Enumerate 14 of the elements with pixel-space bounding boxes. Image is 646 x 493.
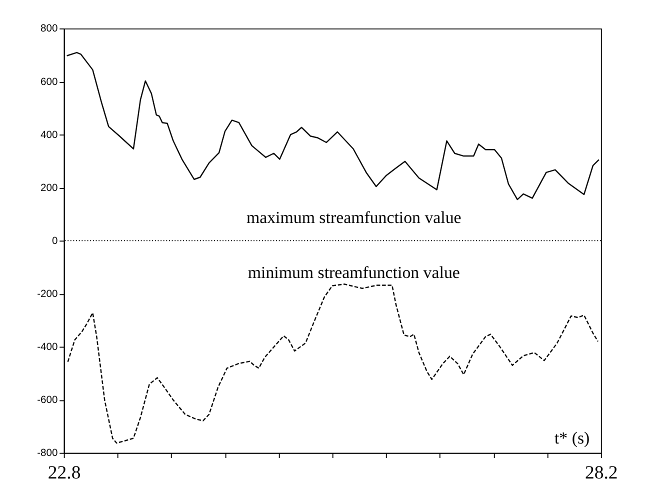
- x-tick-label: 28.2: [584, 462, 618, 484]
- y-tick-label: -800: [37, 448, 58, 460]
- x-tick-label: 22.8: [48, 462, 81, 484]
- y-tick-label: 400: [40, 130, 58, 141]
- y-tick-label: -600: [37, 395, 58, 406]
- x-axis-title: t* (s): [554, 428, 590, 448]
- y-tick-label: -400: [37, 342, 58, 354]
- y-tick-label: 600: [40, 76, 58, 88]
- series-label: maximum streamfunction value: [246, 208, 462, 227]
- y-tick-label: 0: [52, 236, 58, 247]
- y-tick-label: 200: [40, 182, 58, 194]
- y-tick-label: 800: [40, 24, 58, 35]
- series-label: minimum streamfunction value: [248, 263, 460, 282]
- y-tick-label: -200: [37, 288, 58, 300]
